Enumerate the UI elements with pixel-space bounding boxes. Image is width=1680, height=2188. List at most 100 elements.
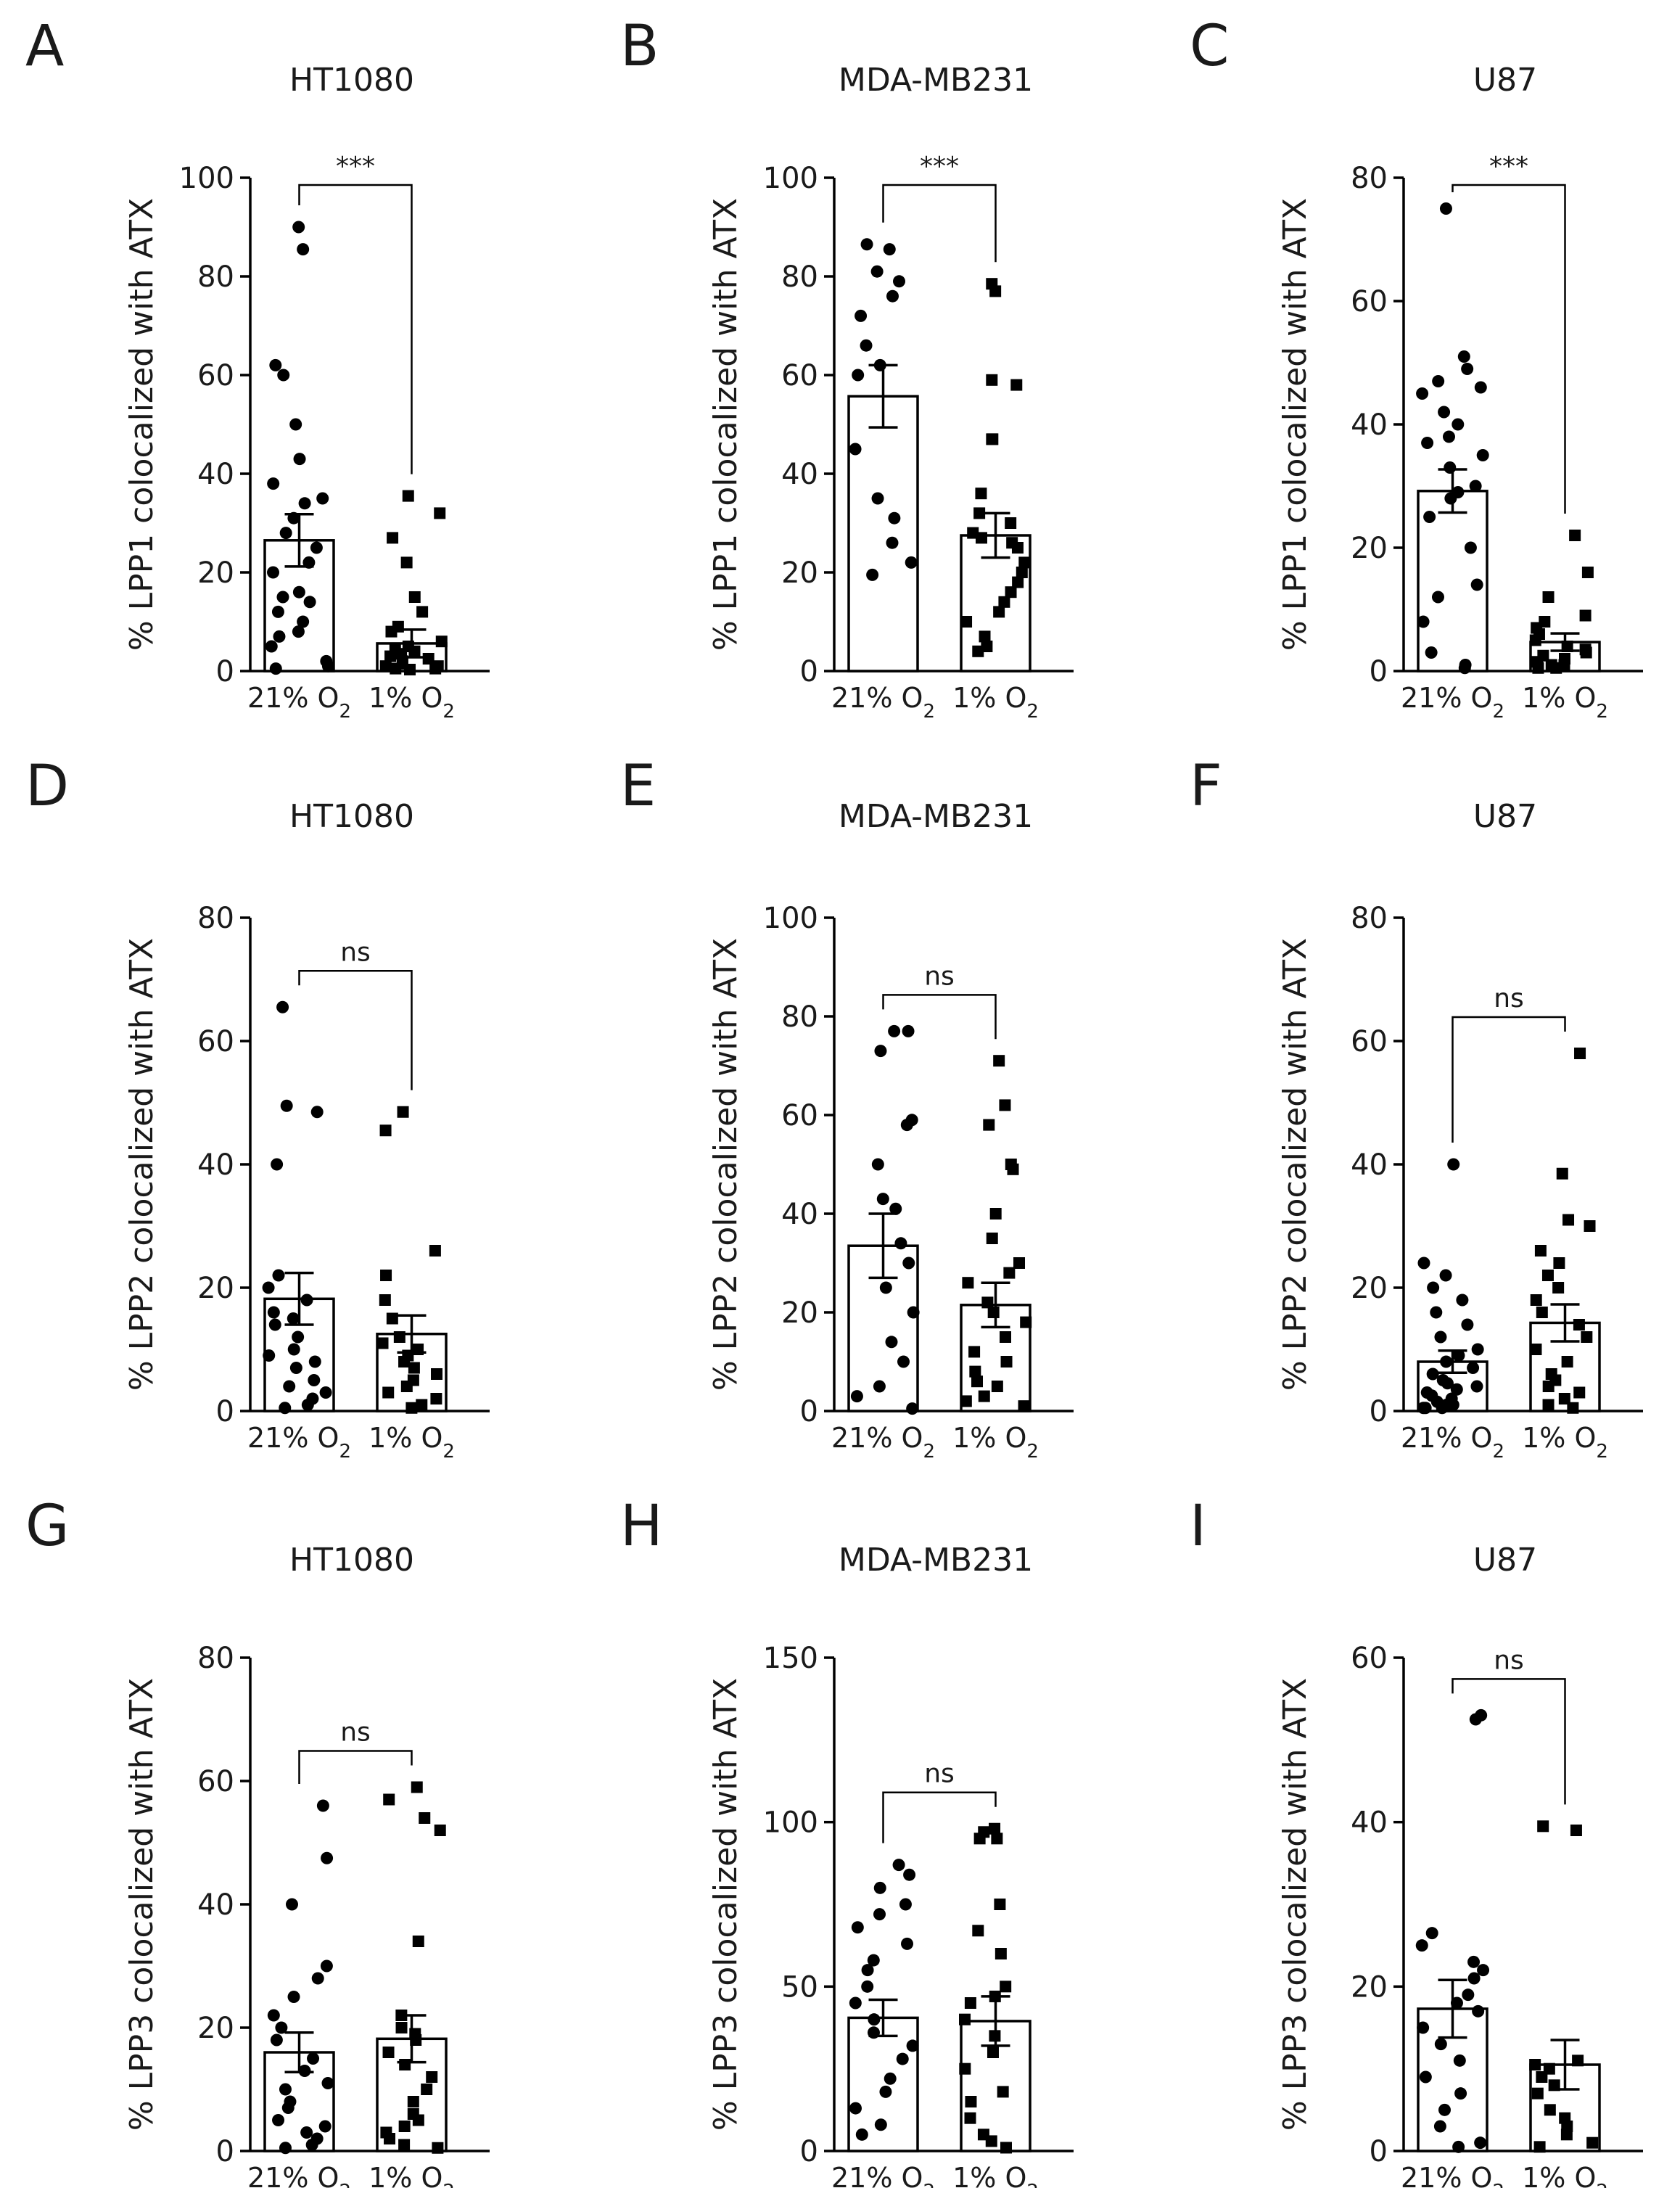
panel-title: MDA-MB231 bbox=[839, 62, 1033, 99]
data-point bbox=[400, 1381, 413, 1392]
data-point bbox=[1423, 511, 1436, 523]
data-point bbox=[975, 488, 987, 500]
data-point bbox=[287, 1343, 300, 1356]
y-tick-label: 60 bbox=[781, 359, 818, 392]
data-point bbox=[902, 1024, 915, 1037]
data-point bbox=[987, 2047, 999, 2058]
data-point bbox=[267, 2009, 280, 2022]
data-point bbox=[1417, 615, 1430, 628]
y-tick-label: 80 bbox=[781, 1000, 818, 1034]
data-point bbox=[285, 1898, 298, 1911]
data-point bbox=[1536, 2071, 1548, 2083]
y-axis-label: % LPP3 colocalized with ATX bbox=[1277, 1678, 1314, 2131]
significance-label: ns bbox=[340, 937, 371, 967]
data-point bbox=[986, 1233, 998, 1244]
data-point bbox=[960, 616, 973, 628]
data-point bbox=[989, 285, 1002, 297]
data-point bbox=[1450, 1383, 1463, 1396]
data-point bbox=[297, 615, 310, 628]
data-point bbox=[376, 1337, 389, 1349]
data-point bbox=[994, 1899, 1006, 1910]
significance-label: ns bbox=[1494, 1645, 1524, 1675]
data-point bbox=[1416, 387, 1429, 400]
data-point bbox=[871, 1158, 884, 1171]
data-point bbox=[289, 1362, 302, 1374]
data-point bbox=[960, 1395, 972, 1407]
x-tick-label: 1% O2 bbox=[368, 682, 455, 723]
data-point bbox=[866, 568, 879, 581]
data-point bbox=[1537, 1820, 1549, 1833]
data-point bbox=[1444, 461, 1457, 474]
y-tick-label: 0 bbox=[216, 655, 234, 688]
data-point bbox=[432, 2142, 444, 2154]
y-tick-label: 40 bbox=[197, 1148, 234, 1182]
data-point bbox=[1419, 2070, 1432, 2084]
data-point bbox=[973, 507, 986, 519]
data-point bbox=[390, 662, 402, 675]
data-point bbox=[271, 1158, 284, 1171]
x-tick-subscript: 2 bbox=[923, 701, 935, 723]
data-point bbox=[276, 591, 289, 604]
y-tick-label: 100 bbox=[179, 162, 234, 195]
data-point bbox=[275, 2021, 288, 2034]
panel-title: U87 bbox=[1473, 1542, 1537, 1579]
data-point bbox=[435, 636, 448, 648]
data-point bbox=[972, 1925, 984, 1937]
x-tick-label: 21% O2 bbox=[247, 682, 351, 723]
data-point bbox=[308, 1374, 321, 1386]
x-tick-subscript: 2 bbox=[923, 2181, 935, 2188]
data-point bbox=[1426, 1368, 1439, 1381]
data-point bbox=[1472, 2004, 1485, 2018]
data-point bbox=[959, 2013, 971, 2025]
data-point bbox=[379, 1124, 392, 1137]
data-point bbox=[1542, 591, 1555, 603]
data-point bbox=[1444, 492, 1457, 505]
data-point bbox=[1018, 1400, 1030, 1412]
data-point bbox=[1469, 1713, 1482, 1726]
data-point bbox=[1425, 1927, 1438, 1940]
x-tick-label: 21% O2 bbox=[1401, 1422, 1504, 1463]
data-point bbox=[1432, 375, 1445, 387]
data-point bbox=[405, 1402, 418, 1414]
data-point bbox=[398, 1356, 411, 1368]
data-point bbox=[1020, 1316, 1032, 1328]
data-point bbox=[1580, 646, 1592, 659]
data-point bbox=[321, 659, 334, 673]
panel-title: HT1080 bbox=[289, 1542, 414, 1579]
x-tick-label: 1% O2 bbox=[368, 2162, 455, 2188]
data-point bbox=[851, 1921, 864, 1934]
data-point bbox=[971, 1375, 984, 1388]
y-tick-label: 20 bbox=[197, 2012, 234, 2045]
panel-title: HT1080 bbox=[289, 798, 414, 835]
data-point bbox=[1434, 2038, 1447, 2051]
data-point bbox=[310, 1106, 324, 1119]
y-axis-label: % LPP1 colocalized with ATX bbox=[123, 198, 160, 651]
data-point bbox=[1452, 2140, 1465, 2153]
data-point bbox=[281, 2102, 295, 2114]
significance-bracket bbox=[298, 1750, 413, 1784]
data-point bbox=[434, 507, 446, 519]
data-point bbox=[279, 1402, 292, 1415]
data-point bbox=[321, 2077, 334, 2089]
data-point bbox=[979, 630, 991, 643]
data-point bbox=[1469, 480, 1482, 493]
significance-bracket bbox=[1452, 1016, 1566, 1143]
x-tick-subscript: 2 bbox=[923, 1441, 935, 1463]
x-tick-subscript: 2 bbox=[339, 701, 351, 723]
data-point bbox=[271, 605, 284, 618]
data-point bbox=[387, 532, 399, 544]
y-tick-label: 0 bbox=[800, 655, 818, 688]
data-point bbox=[1556, 1167, 1568, 1180]
x-tick-subscript: 2 bbox=[1026, 2181, 1039, 2188]
data-point bbox=[874, 2118, 887, 2131]
data-point bbox=[399, 2059, 411, 2070]
panel-title: U87 bbox=[1473, 62, 1537, 99]
panel-letter: B bbox=[620, 14, 659, 79]
panel-b: B MDA-MB231 % LPP1 colocalized with ATX 0 20… bbox=[620, 14, 1074, 723]
data-point bbox=[893, 275, 906, 288]
data-point bbox=[1534, 1245, 1547, 1257]
data-point bbox=[1586, 2136, 1599, 2149]
data-point bbox=[292, 625, 305, 638]
data-point bbox=[855, 309, 868, 322]
data-point bbox=[1531, 2087, 1544, 2099]
